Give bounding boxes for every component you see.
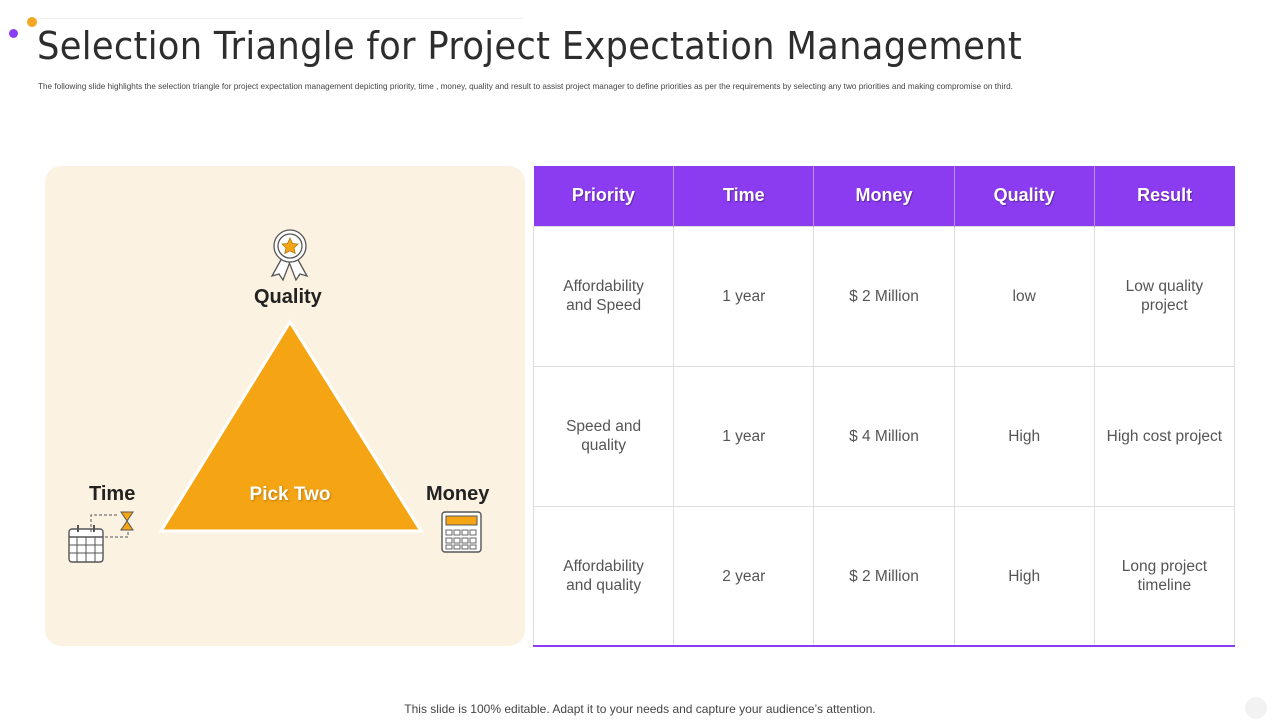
cell-quality: High (953, 365, 1095, 507)
header-result: Result (1094, 166, 1235, 226)
table-row: Speed and quality 1 year $ 4 Million Hig… (532, 365, 1236, 507)
cell-quality: High (953, 505, 1095, 647)
pick-two-label: Pick Two (249, 484, 331, 505)
time-label: Time (89, 483, 136, 505)
cell-result: Long project timeline (1093, 505, 1236, 647)
cell-priority: Affordability and Speed (532, 225, 675, 367)
corner-decoration (1245, 697, 1267, 719)
page-title: Selection Triangle for Project Expectati… (37, 24, 1022, 68)
header-money: Money (813, 166, 955, 226)
cell-time: 1 year (673, 365, 815, 507)
decorative-line (28, 18, 523, 19)
calculator-icon (441, 511, 482, 553)
page-subtitle: The following slide highlights the selec… (38, 82, 1013, 91)
cell-time: 1 year (673, 225, 815, 367)
header-priority: Priority (533, 166, 675, 226)
table-header-row: Priority Time Money Quality Result (533, 166, 1235, 226)
cell-result: Low quality project (1093, 225, 1236, 367)
award-ribbon-icon (270, 229, 309, 282)
cell-time: 2 year (673, 505, 815, 647)
header-time: Time (673, 166, 815, 226)
cell-money: $ 4 Million (813, 365, 955, 507)
money-label: Money (426, 483, 490, 505)
footer-note: This slide is 100% editable. Adapt it to… (404, 702, 876, 716)
decorative-dot-orange (27, 17, 37, 27)
decorative-dot-purple (9, 29, 18, 38)
cell-money: $ 2 Million (813, 505, 955, 647)
selection-triangle (158, 319, 424, 533)
calendar-hourglass-icon (68, 511, 134, 563)
quality-label: Quality (254, 286, 322, 308)
cell-result: High cost project (1093, 365, 1236, 507)
priority-table: Priority Time Money Quality Result Affor… (532, 166, 1236, 647)
cell-priority: Affordability and quality (532, 505, 675, 647)
table-row: Affordability and quality 2 year $ 2 Mil… (532, 505, 1236, 647)
cell-priority: Speed and quality (532, 365, 675, 507)
table-row: Affordability and Speed 1 year $ 2 Milli… (532, 225, 1236, 367)
header-quality: Quality (954, 166, 1095, 226)
cell-money: $ 2 Million (813, 225, 955, 367)
table-bottom-rule (533, 645, 1235, 647)
cell-quality: low (953, 225, 1095, 367)
